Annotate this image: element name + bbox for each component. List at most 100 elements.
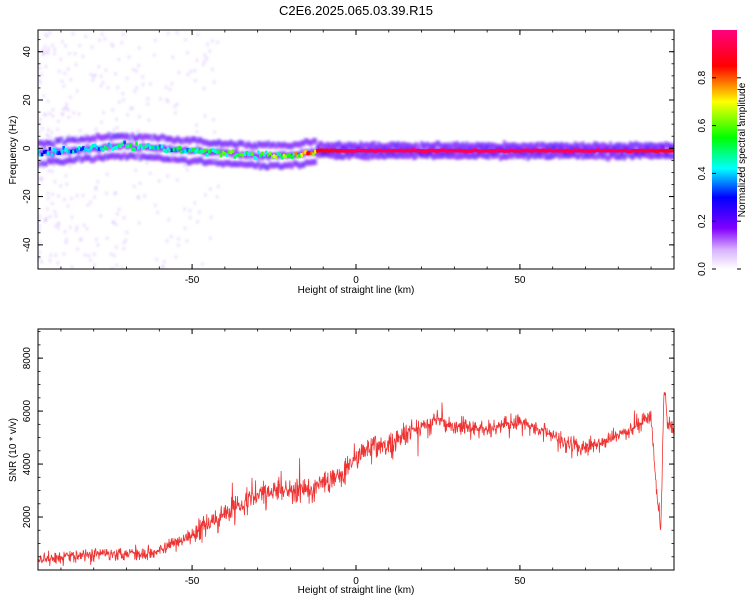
spectrogram-cell <box>463 152 467 159</box>
spectrogram-cell <box>154 154 158 161</box>
spectrogram-cell <box>569 151 573 158</box>
spectrogram-cell <box>341 154 345 161</box>
spectrogram-cell <box>402 141 406 148</box>
spectrogram-cell <box>575 143 579 150</box>
spectrogram-cell <box>215 140 219 147</box>
spectrogram-cell <box>663 153 668 160</box>
spectrogram-cell <box>601 148 604 153</box>
spectrogram-cell <box>107 142 111 147</box>
spectrogram-cell <box>337 149 341 153</box>
spectrogram-cell <box>611 148 614 153</box>
spectrogram-cell <box>263 152 266 157</box>
spectrogram-cell <box>153 203 157 207</box>
spectrogram-cell <box>64 148 68 155</box>
spectrogram-cell <box>122 247 125 251</box>
spectrogram-cell <box>246 140 251 147</box>
spectrogram-cell <box>97 154 101 161</box>
spectrogram-cell <box>266 152 270 157</box>
snr-series-line <box>38 392 674 567</box>
spectrogram-cell <box>76 247 79 251</box>
spectrogram-cell <box>320 148 323 153</box>
spectrogram-cell <box>604 154 609 161</box>
spectrogram-cell <box>337 153 341 160</box>
spectrogram-cell <box>486 153 491 160</box>
spectrogram-cell <box>122 241 126 245</box>
spectrogram-cell <box>504 149 508 153</box>
spectrogram-cell <box>329 152 333 159</box>
spectrogram-cell <box>111 143 115 150</box>
spectrogram-cell <box>188 209 192 213</box>
spectrogram-cell <box>429 143 434 150</box>
spectrogram-cell <box>437 152 442 159</box>
spectrogram-cell <box>506 149 510 153</box>
spectrogram-cell <box>158 144 162 149</box>
spectrogram-cell <box>147 118 151 122</box>
spectrogram-cell <box>626 143 631 150</box>
spectrogram-cell <box>79 238 82 242</box>
spectrogram-cell <box>278 153 282 157</box>
spectrogram-cell <box>148 134 153 141</box>
spectrogram-cell <box>331 148 335 153</box>
spectrogram-cell <box>110 252 113 256</box>
spectrogram-cell <box>63 198 66 202</box>
spectrogram-cell <box>120 41 124 45</box>
spectrogram-cell <box>52 150 56 157</box>
spectrogram-cell <box>530 149 534 153</box>
spectrogram-cell <box>199 157 204 164</box>
spectrogram-cell <box>237 152 241 157</box>
spectrogram-cell <box>177 70 181 74</box>
spectrogram-cell <box>595 148 599 153</box>
spectrogram-cell <box>61 40 64 44</box>
spectrogram-cell <box>101 155 105 162</box>
spectrogram-cell <box>161 139 165 143</box>
colorbar-tick-label: 0.2 <box>697 214 708 228</box>
spectrogram-cell <box>614 142 619 149</box>
spectrogram-cell <box>74 63 78 67</box>
spectrogram-cell <box>195 144 199 148</box>
spectrogram-cell <box>376 153 381 160</box>
spectrogram-cell <box>209 148 213 153</box>
spectrogram-cell <box>638 148 642 153</box>
spectrogram-cell <box>123 140 126 145</box>
spectrogram-cell <box>132 153 137 160</box>
spectrogram-cell <box>483 149 486 153</box>
spectrogram-cell <box>274 155 278 159</box>
spectrogram-cell <box>191 136 196 143</box>
spectrogram-cell <box>268 161 273 168</box>
spectrogram-cell <box>258 164 263 171</box>
spectrogram-cell <box>149 171 152 175</box>
spectrogram-cell <box>225 140 229 147</box>
spectrogram-cell <box>304 150 307 154</box>
spectrogram-cell <box>99 135 103 142</box>
spectrogram-cell <box>296 151 300 158</box>
spectrogram-cell <box>203 160 208 167</box>
spectrogram-cell <box>445 149 449 153</box>
spectrogram-cell <box>119 144 123 148</box>
spectrogram-cell <box>185 239 189 243</box>
spectrogram-cell <box>42 150 46 154</box>
spectrogram-cell <box>174 255 178 259</box>
spectrogram-cell <box>624 148 628 153</box>
spectrogram-cell <box>68 164 72 168</box>
spectrogram-cell <box>282 150 286 157</box>
spectrogram-cell <box>579 142 583 149</box>
spectrogram-cell <box>235 143 239 150</box>
spectrogram-cell <box>215 160 219 167</box>
spectrogram-cell <box>235 149 239 156</box>
spectrogram-cell <box>372 151 377 158</box>
x-tick-label: -50 <box>185 275 200 286</box>
spectrogram-cell <box>384 148 388 153</box>
spectrogram-cell <box>75 137 80 144</box>
spectrogram-cell <box>154 38 157 42</box>
spectrogram-cell <box>122 33 125 37</box>
spectrogram-cell <box>408 149 412 153</box>
spectrogram-cell <box>310 151 313 156</box>
spectrogram-cell <box>331 142 335 149</box>
spectrogram-cell <box>335 141 339 148</box>
spectrogram-cell <box>243 152 246 157</box>
spectrogram-cell <box>189 69 192 73</box>
spectrogram-cell <box>150 137 154 141</box>
spectrogram-cell <box>174 157 178 164</box>
spectrogram-cell <box>194 79 197 83</box>
spectrogram-cell <box>58 137 62 144</box>
